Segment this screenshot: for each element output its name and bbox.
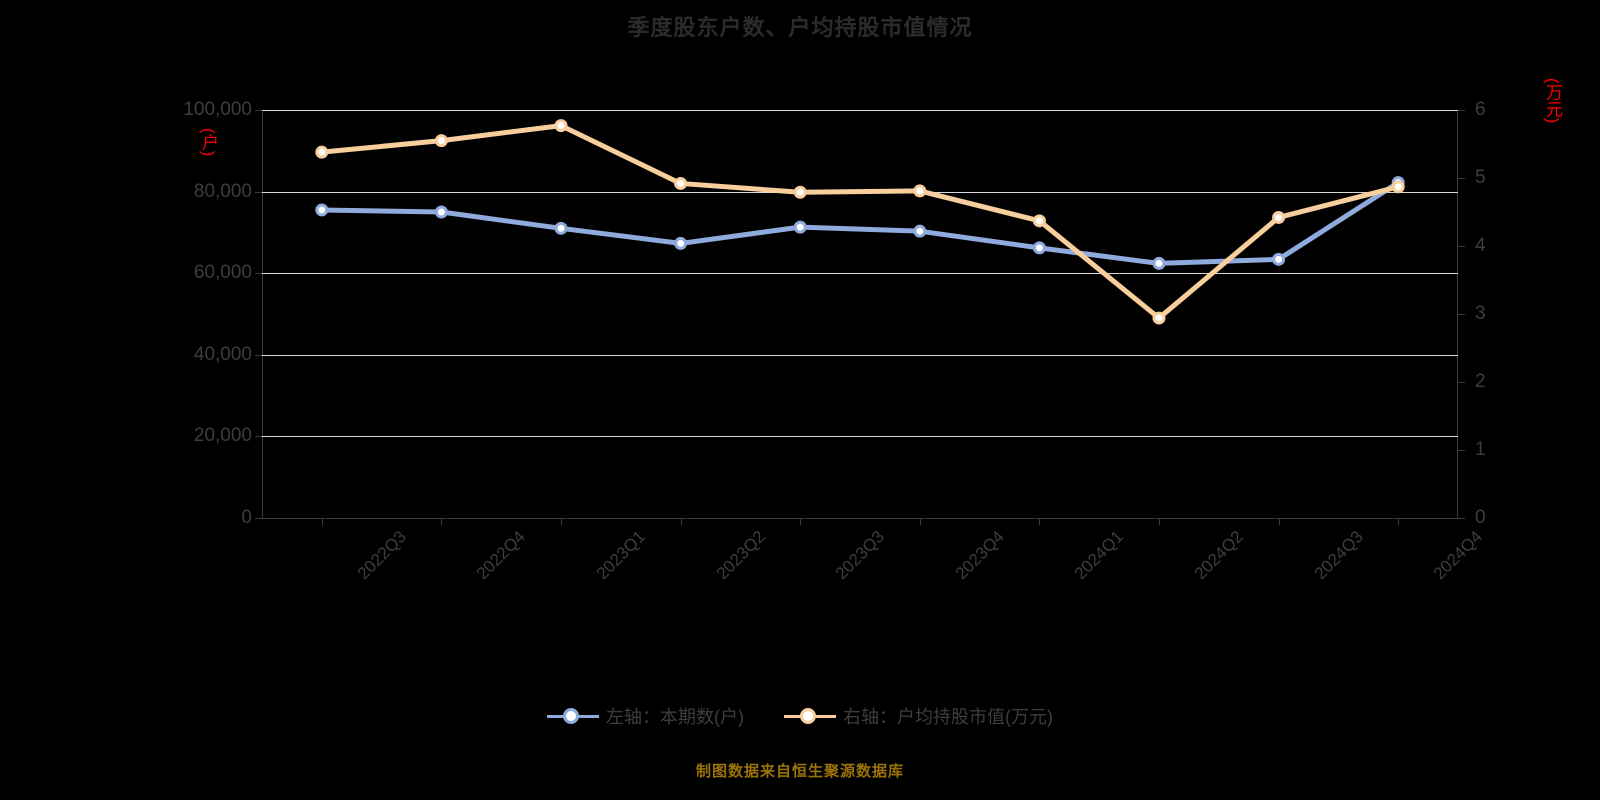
- plot-area: [255, 110, 1465, 525]
- x-axis-category-label: 2024Q1: [1071, 527, 1128, 584]
- right-axis-tick: [1458, 382, 1465, 383]
- right-axis-tick: [1458, 314, 1465, 315]
- left-axis-tick: [255, 436, 262, 438]
- legend-marker-icon: [547, 706, 599, 726]
- right-axis-tick-label: 3: [1475, 303, 1486, 324]
- x-axis-line: [262, 518, 1458, 519]
- right-axis-tick-label: 0: [1475, 507, 1486, 528]
- right-axis-unit-label: (万元): [1543, 78, 1562, 124]
- x-axis-category-label: 2023Q3: [831, 527, 889, 584]
- right-axis-tick-label: 2: [1475, 371, 1486, 392]
- x-axis-category-label: 2022Q4: [473, 527, 530, 584]
- legend-marker-icon: [784, 706, 836, 726]
- left-axis-tick-label: 20,000: [193, 425, 252, 447]
- left-axis-tick: [255, 354, 262, 356]
- legend-item[interactable]: 右轴：户均持股市值(万元): [784, 703, 1053, 729]
- right-axis-tick: [1458, 110, 1465, 111]
- right-axis-tick-label: 4: [1475, 235, 1486, 256]
- x-axis-tick: [919, 518, 921, 525]
- left-axis-tick-label: 100,000: [183, 99, 252, 120]
- left-axis-line: [262, 110, 263, 518]
- right-axis-tick-label: 1: [1475, 439, 1486, 460]
- x-axis-category-label: 2023Q4: [951, 527, 1008, 584]
- grid-line: [262, 436, 1458, 438]
- left-axis-unit-label: (户): [199, 128, 218, 157]
- x-axis-tick: [680, 518, 682, 525]
- x-axis-tick: [321, 518, 323, 525]
- x-axis-category-label: 2023Q2: [712, 527, 769, 584]
- legend-item[interactable]: 左轴：本期数(户): [547, 703, 744, 729]
- x-axis-tick: [1278, 518, 1280, 525]
- footer-note: 制图数据来自恒生聚源数据库: [695, 763, 904, 780]
- right-axis-tick-label: 5: [1475, 167, 1486, 188]
- x-axis-tick: [561, 518, 562, 525]
- x-axis-category-label: 2024Q3: [1310, 527, 1367, 584]
- grid-line: [262, 354, 1458, 356]
- x-axis-tick: [1398, 518, 1400, 525]
- right-axis-tick: [1458, 178, 1465, 179]
- x-axis-category-label: 2024Q4: [1429, 527, 1487, 584]
- left-axis-tick: [255, 518, 262, 519]
- right-axis-line: [1457, 110, 1458, 518]
- left-axis-tick: [255, 191, 262, 193]
- left-axis-tick: [255, 110, 262, 111]
- x-axis-tick: [800, 518, 802, 525]
- grid-line: [262, 191, 1458, 193]
- grid-line: [262, 110, 1458, 111]
- left-axis-tick-label: 80,000: [193, 180, 252, 202]
- x-axis-tick: [1159, 518, 1160, 525]
- left-axis-tick-label: 0: [241, 507, 252, 528]
- grid-line: [262, 273, 1458, 275]
- left-axis-tick-label: 40,000: [193, 343, 252, 365]
- x-axis-category-label: 2023Q1: [592, 527, 649, 584]
- right-axis-tick: [1458, 518, 1465, 519]
- x-axis-category-label: 2024Q2: [1190, 527, 1247, 584]
- page-title: 季度股东户数、户均持股市值情况: [627, 15, 973, 40]
- left-axis-tick-label: 60,000: [193, 262, 252, 284]
- chart-legend: 左轴：本期数(户) 右轴：户均持股市值(万元): [0, 703, 1600, 729]
- legend-label: 右轴：户均持股市值(万元): [843, 707, 1053, 727]
- legend-label: 左轴：本期数(户): [606, 707, 744, 727]
- x-axis-tick: [1039, 518, 1041, 525]
- right-axis-tick: [1458, 450, 1465, 451]
- x-axis-tick: [441, 518, 443, 525]
- left-axis-tick: [255, 273, 262, 275]
- right-axis-tick: [1458, 246, 1465, 247]
- right-axis-tick-label: 6: [1475, 99, 1486, 120]
- x-axis-category-label: 2022Q3: [353, 527, 410, 584]
